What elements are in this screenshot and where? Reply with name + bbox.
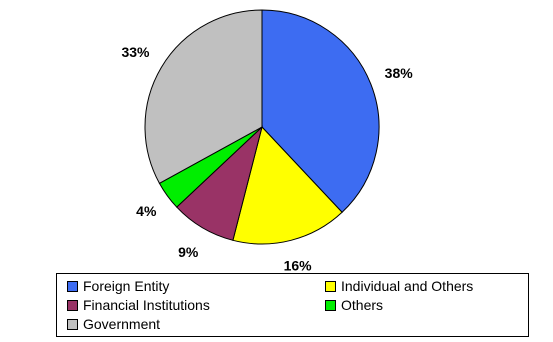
legend-label-government: Government	[83, 316, 161, 332]
legend-swatch-foreign-entity	[67, 280, 78, 292]
legend-label-individual-and-others: Individual and Others	[341, 278, 474, 294]
legend-swatch-others	[325, 299, 336, 311]
legend-swatch-government	[67, 318, 78, 330]
legend-label-financial-institutions: Financial Institutions	[83, 297, 210, 313]
data-label-others: 4%	[136, 203, 157, 219]
data-label-government: 33%	[121, 44, 150, 60]
pie-slice-government	[144, 9, 263, 185]
legend-label-foreign-entity: Foreign Entity	[83, 278, 170, 294]
legend-swatch-individual-and-others	[325, 280, 336, 292]
data-label-individual-and-others: 16%	[284, 258, 313, 274]
chart-legend: Foreign Entity Individual and Others Fin…	[56, 273, 529, 337]
pie-data-labels: 38% 16% 9% 4% 33%	[121, 44, 413, 273]
pie-slice-foreign-entity	[261, 9, 380, 213]
legend-swatch-financial-institutions	[67, 299, 78, 311]
legend-item-individual-and-others: Individual and Others	[325, 278, 473, 294]
legend-label-others: Others	[341, 297, 384, 313]
pie-slices	[144, 9, 380, 245]
data-label-financial-institutions: 9%	[178, 244, 199, 260]
legend-item-others: Others	[325, 297, 383, 313]
legend-item-financial-institutions: Financial Institutions	[67, 297, 210, 313]
legend-item-foreign-entity: Foreign Entity	[67, 278, 169, 294]
legend-item-government: Government	[67, 316, 160, 332]
pie-slice-individual-and-others	[232, 125, 343, 245]
data-label-foreign-entity: 38%	[385, 65, 414, 81]
